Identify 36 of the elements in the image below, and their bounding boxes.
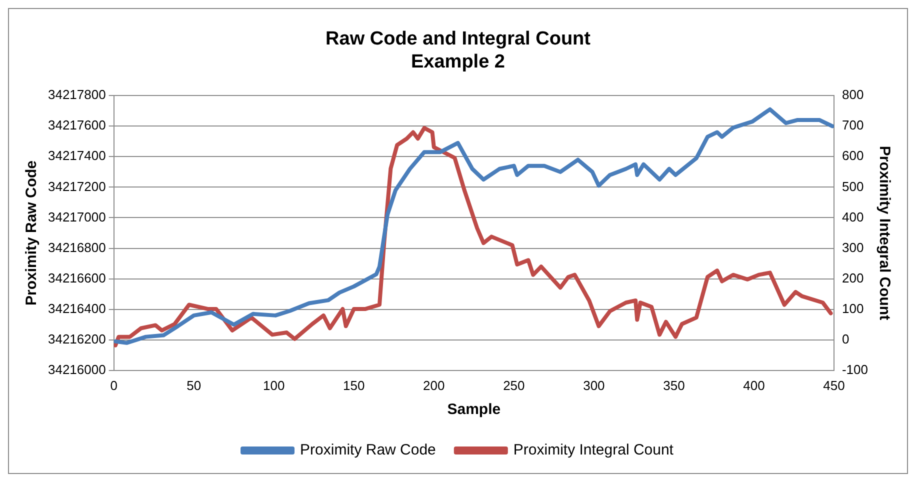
y2-axis-title: Proximity Integral Count [876,146,893,320]
y2-tick-label: 300 [842,240,864,255]
chart-title: Raw Code and Integral Count Example 2 [326,28,592,72]
y2-tick-label: 0 [842,331,850,346]
y2-tick-label: 500 [842,178,864,194]
x-tick-label: 150 [343,378,365,393]
x-tick-label: 200 [423,378,445,393]
y2-tick-label: 400 [842,209,864,224]
y-tick-label: 34217000 [48,209,106,224]
y2-tick-label: -100 [842,362,868,377]
x-tick-label: 50 [186,378,202,393]
legend-label: Proximity Raw Code [300,442,436,459]
y-tick-label: 34216800 [48,240,106,255]
x-tick-label: 100 [263,378,285,393]
y-tick-label: 34216200 [48,331,106,346]
x-tick-label: 250 [503,378,525,393]
x-axis-title: Sample [447,401,501,418]
y-axis-title: Proximity Raw Code [23,160,40,306]
y-tick-label: 34217400 [48,148,106,164]
y-tick-label: 34217200 [48,178,106,194]
y2-tick-label: 800 [842,87,864,102]
y2-tick-label: 200 [842,270,864,286]
x-tick-label: 400 [743,378,765,393]
y-tick-label: 34216400 [48,300,106,316]
y-tick-label: 34216000 [48,362,106,377]
y2-tick-label: 600 [842,148,864,164]
x-tick-label: 450 [823,378,845,393]
x-tick-label: 350 [663,378,685,393]
legend-label: Proximity Integral Count [513,442,674,459]
y2-tick-label: 700 [842,118,864,133]
y-tick-label: 34217600 [48,118,106,133]
y-tick-label: 34216600 [48,270,106,286]
x-tick-label: 0 [110,378,118,393]
x-tick-label: 300 [583,378,605,393]
y-tick-label: 34217800 [48,87,106,102]
y2-tick-label: 100 [842,300,864,316]
